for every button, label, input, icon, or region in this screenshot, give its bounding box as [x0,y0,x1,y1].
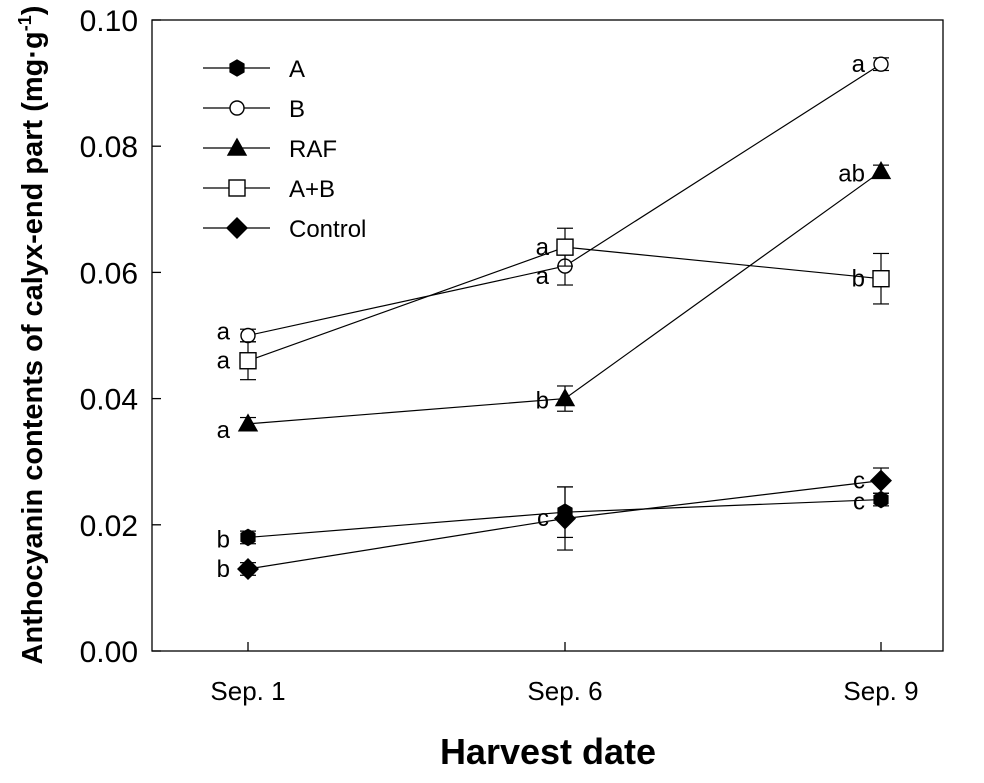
y-tick-label: 0.04 [80,384,138,417]
y-axis: 0.00 0.02 0.04 0.06 0.08 0.10 [80,5,161,669]
significance-letter: c [853,489,865,516]
data-point-raf [554,388,576,407]
legend-label: B [289,96,305,123]
significance-letter: b [217,526,230,553]
data-point-raf [870,161,892,180]
legend-marker-a-b [228,179,246,197]
legend-item-b: B [203,96,305,123]
data-point-control [237,557,259,580]
data-point-control [554,507,576,530]
significance-letter: b [536,388,549,415]
legend-marker-b [229,100,245,116]
significance-letter: b [217,556,230,583]
significance-letter: a [536,234,550,261]
data-point-raf [237,413,259,432]
data-point-a-b [239,352,257,370]
y-tick-label: 0.00 [80,636,138,669]
series-line-b [247,63,882,337]
y-tick-label: 0.10 [80,5,138,38]
legend-marker-a [229,59,245,77]
significance-letter: ab [838,160,865,187]
data-point-b [240,327,256,344]
data-point-control [870,469,892,492]
y-axis-title: Anthocyanin contents of calyx-end part (… [15,6,49,665]
data-point-a-b [556,238,574,256]
y-tick-label: 0.06 [80,257,138,290]
legend-label: Control [289,216,366,243]
significance-letter: b [852,266,865,293]
legend-label: A+B [289,176,335,203]
legend-label: RAF [289,136,337,163]
x-tick-label: Sep. 1 [210,676,285,706]
y-axis-title-main: Anthocyanin contents of calyx-end part (… [17,31,49,664]
significance-letter: a [852,51,866,78]
significance-letter: a [536,263,550,290]
data-point-a-b [872,270,890,288]
data-point-b [873,56,889,72]
data-point-a [240,528,256,547]
legend-item-raf: RAF [203,136,337,163]
x-tick-label: Sep. 6 [527,676,602,706]
y-axis-title-superscript: -1 [15,15,35,31]
legend-label: A [289,56,305,83]
legend: AB RAF A+B Control [203,56,366,243]
significance-letter: a [217,348,231,375]
significance-letter: a [217,417,231,444]
legend-marker-raf [226,137,248,156]
x-tick-label: Sep. 9 [843,676,918,706]
y-axis-title-close: ) [17,6,49,16]
x-axis-title: Harvest date [440,731,656,772]
y-tick-label: 0.08 [80,131,138,164]
series-b: aaa [217,51,889,346]
legend-item-a-b: A+B [203,176,335,203]
legend-marker-control [226,217,248,239]
series-control: bc [217,467,892,583]
significance-letter: c [853,468,865,495]
plot-frame [151,19,944,652]
x-axis: Sep. 1 Sep. 6 Sep. 9 [210,642,919,706]
y-tick-label: 0.02 [80,510,138,543]
significance-letter: c [537,505,549,532]
significance-letter: a [217,319,231,346]
legend-item-control: Control [203,216,366,243]
series-a-b: aab [217,227,890,381]
data-point-a [873,490,889,509]
legend-item-a: A [203,56,305,83]
